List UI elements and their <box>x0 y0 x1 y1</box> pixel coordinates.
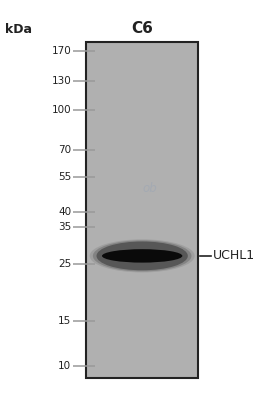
Text: 25: 25 <box>58 260 71 270</box>
Ellipse shape <box>97 242 188 270</box>
Ellipse shape <box>102 249 182 263</box>
Text: kDa: kDa <box>5 23 32 36</box>
Text: 70: 70 <box>58 145 71 155</box>
Text: 130: 130 <box>51 76 71 86</box>
Text: 10: 10 <box>58 361 71 371</box>
Ellipse shape <box>93 240 191 272</box>
Text: UCHL1: UCHL1 <box>213 249 255 262</box>
Text: 170: 170 <box>51 46 71 56</box>
Text: 55: 55 <box>58 172 71 182</box>
Text: C6: C6 <box>131 21 153 36</box>
Text: 15: 15 <box>58 316 71 326</box>
Text: 40: 40 <box>58 207 71 217</box>
Text: ob: ob <box>142 182 157 195</box>
Ellipse shape <box>90 239 195 272</box>
Text: 100: 100 <box>52 105 71 115</box>
Text: 35: 35 <box>58 222 71 232</box>
